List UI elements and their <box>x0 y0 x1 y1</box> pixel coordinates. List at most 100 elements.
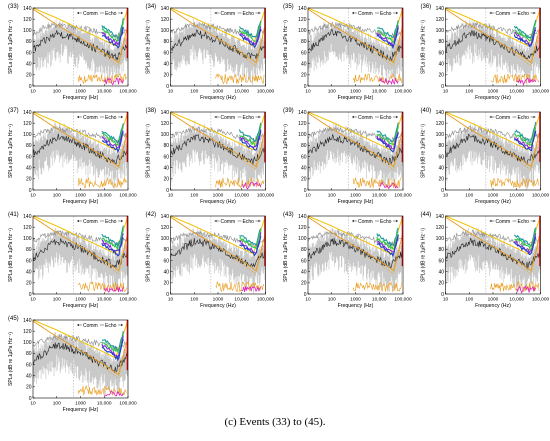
x-tick-label: 10 <box>443 89 449 95</box>
y-tick-label: 100 <box>436 236 445 242</box>
y-tick-label: 120 <box>23 329 32 335</box>
dark-grey-line <box>33 133 128 165</box>
y-tick-label: 100 <box>23 340 32 346</box>
orange-curve <box>170 8 266 64</box>
hf-segment-1 <box>376 231 399 250</box>
legend-comm-arrowhead <box>214 11 217 15</box>
low-magenta <box>241 285 261 293</box>
x-axis-label: Frequency (Hz) <box>200 303 236 309</box>
y-tick-label: 60 <box>163 154 169 160</box>
yellow-curve <box>33 320 128 359</box>
low-magenta <box>516 77 537 86</box>
yellow-curve <box>170 216 266 255</box>
y-axis-label: SPLa (dB re 1μPa Hz⁻¹) <box>146 228 152 282</box>
y-tick-label: 0 <box>29 396 32 402</box>
orange-dotted <box>362 37 401 67</box>
orange-dotted <box>87 349 126 379</box>
x-tick-label: 10,000 <box>97 193 112 199</box>
x-tick-label: 1000 <box>350 89 361 95</box>
y-tick-label: 60 <box>438 258 444 264</box>
x-tick-label: 100,000 <box>119 193 137 199</box>
orange-dotted <box>224 141 264 171</box>
y-axis-label: SPLa (dB re 1μPa Hz⁻¹) <box>421 124 427 178</box>
x-tick-label: 1000 <box>350 297 361 303</box>
panel-label: (38) <box>146 108 157 114</box>
x-tick-label: 10 <box>168 89 174 95</box>
y-tick-label: 40 <box>438 62 444 68</box>
dark-grey-line <box>170 237 266 268</box>
x-tick-label: 1000 <box>488 297 499 303</box>
y-tick-label: 100 <box>161 236 170 242</box>
y-tick-label: 140 <box>23 318 32 324</box>
x-axis-label: Frequency (Hz) <box>475 199 511 205</box>
yellow-curve <box>445 8 541 47</box>
legend-echo-arrowhead <box>533 11 536 15</box>
legend-comm: Comm <box>221 219 236 225</box>
y-tick-label: 40 <box>26 270 32 276</box>
legend-echo-arrowhead <box>258 219 261 223</box>
hf-segment-0 <box>239 228 262 248</box>
x-axis-label: Frequency (Hz) <box>338 199 374 205</box>
y-axis-label: SPLa (dB re 1μPa Hz⁻¹) <box>283 20 289 74</box>
y-tick-label: 120 <box>23 17 32 23</box>
y-tick-label: 120 <box>436 17 445 23</box>
y-tick-label: 100 <box>23 132 32 138</box>
y-tick-label: 40 <box>163 270 169 276</box>
y-tick-label: 20 <box>26 177 32 183</box>
panel-34: 0 20 40 60 80 100 120 140 10 100 1000 10,000 100,000… <box>146 4 275 101</box>
x-axis-label: Frequency (Hz) <box>200 95 236 101</box>
legend-echo-arrowhead <box>121 219 123 223</box>
y-tick-label: 120 <box>161 17 170 23</box>
x-tick-label: 10,000 <box>97 401 112 407</box>
hf-segment-3 <box>376 132 399 153</box>
yellow-curve <box>445 112 541 151</box>
low-noise <box>77 177 127 189</box>
orange-dotted <box>499 141 539 171</box>
y-tick-label: 40 <box>301 62 307 68</box>
orange-curve <box>170 216 266 272</box>
y-axis-label: SPLa (dB re 1μPa Hz⁻¹) <box>8 332 14 386</box>
x-tick-label: 1000 <box>75 89 86 95</box>
plot-area <box>33 216 128 294</box>
y-tick-label: 100 <box>436 28 445 34</box>
panel-label: (39) <box>283 108 294 114</box>
y-tick-label: 80 <box>301 247 307 253</box>
x-tick-label: 100 <box>328 193 336 199</box>
low-magenta <box>241 181 262 190</box>
orange-curve <box>308 112 403 168</box>
legend-echo-arrowhead <box>533 115 536 119</box>
orange-curve <box>445 8 541 64</box>
y-tick-label: 0 <box>441 84 444 90</box>
orange-curve <box>33 112 128 168</box>
y-tick-label: 20 <box>26 281 32 287</box>
plot-area <box>33 8 128 86</box>
y-tick-label: 140 <box>23 6 32 12</box>
light-grey-line <box>308 229 403 247</box>
hf-segment-0 <box>513 227 537 247</box>
legend-comm-arrowhead <box>77 115 79 119</box>
hf-segment-3 <box>101 131 124 154</box>
legend-comm-arrowhead <box>352 219 354 223</box>
y-tick-label: 100 <box>436 132 445 138</box>
y-tick-label: 40 <box>301 166 307 172</box>
y-tick-label: 80 <box>301 39 307 45</box>
low-magenta <box>104 390 124 397</box>
orange-dotted <box>499 245 539 275</box>
y-tick-label: 100 <box>161 132 170 138</box>
y-tick-label: 100 <box>298 132 307 138</box>
low-noise <box>215 73 265 85</box>
dark-grey-line <box>33 238 128 268</box>
plot-area <box>170 8 266 86</box>
yellow-curve <box>445 216 541 255</box>
y-tick-label: 140 <box>161 6 170 12</box>
y-tick-label: 40 <box>26 62 32 68</box>
x-axis-label: Frequency (Hz) <box>338 95 374 101</box>
legend-comm-arrowhead <box>352 11 354 15</box>
legend-comm-arrowhead <box>214 219 217 223</box>
yellow-curve <box>33 216 128 255</box>
legend-echo: Echo <box>380 115 392 121</box>
panel-39: 0 20 40 60 80 100 120 140 10 100 1000 10,000 100,000… <box>283 108 412 205</box>
legend-comm: Comm <box>358 11 373 17</box>
y-tick-label: 20 <box>26 73 32 79</box>
light-grey-line <box>33 229 128 247</box>
